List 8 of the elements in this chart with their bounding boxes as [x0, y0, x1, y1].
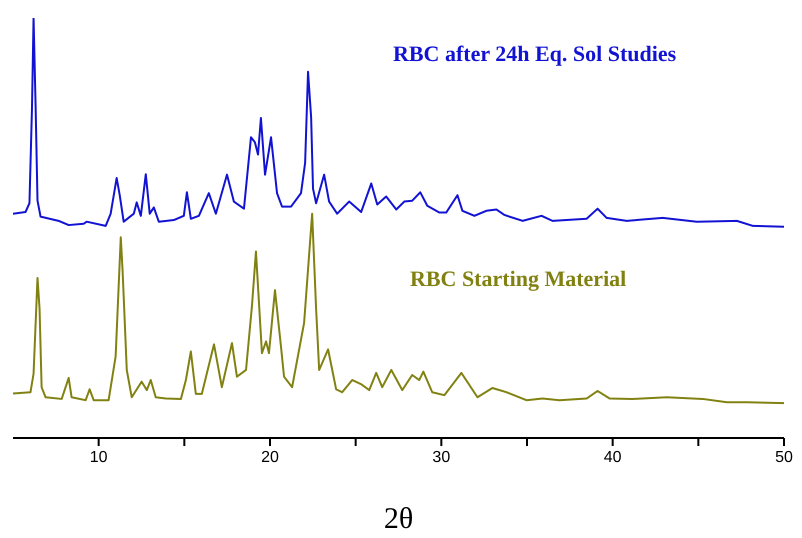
text: RBC Starting Material	[410, 266, 626, 292]
x-tick-label: 10	[90, 449, 108, 466]
x-tick-label: 50	[775, 449, 793, 466]
x-tick-label: 20	[261, 449, 279, 466]
x-tick-label: 40	[604, 449, 622, 466]
x-axis-title: 2θ	[384, 502, 414, 535]
text: RBC after 24h Eq. Sol Studies	[393, 41, 676, 67]
x-tick-label: 30	[432, 449, 450, 466]
